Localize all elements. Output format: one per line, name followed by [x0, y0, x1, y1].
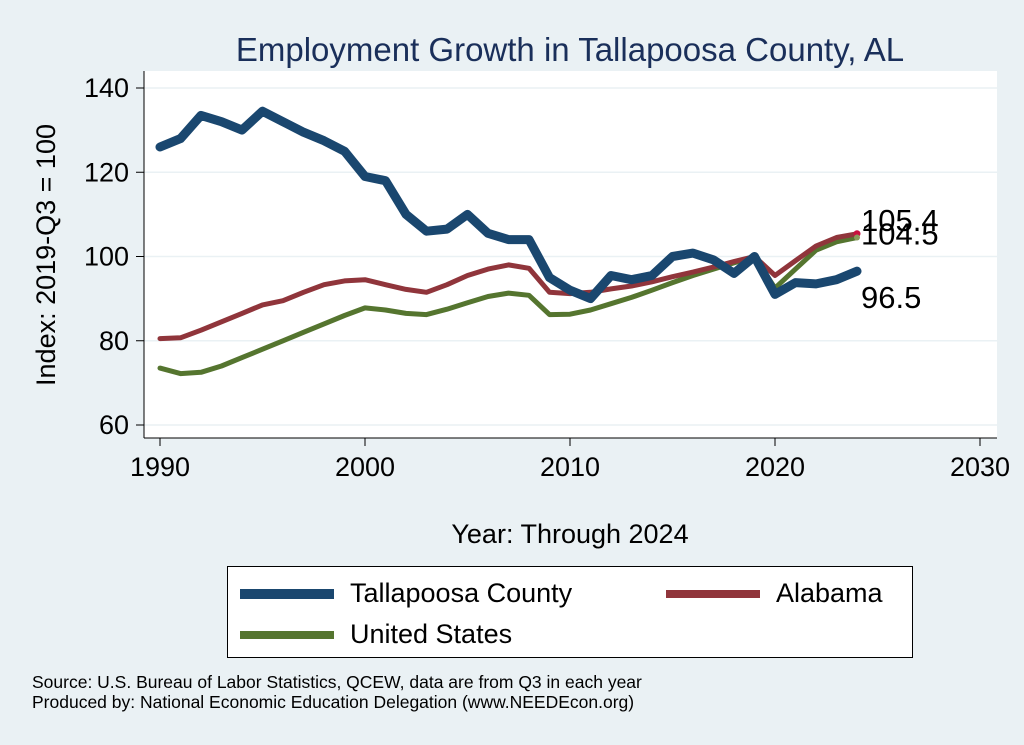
- end-label-alabama: 105.4: [861, 203, 939, 238]
- x-tick-label: 2030: [950, 452, 1010, 482]
- chart-title: Employment Growth in Tallapoosa County, …: [236, 31, 904, 68]
- legend-swatch-alabama: [666, 589, 760, 598]
- legend-swatch-united-states: [240, 630, 334, 639]
- y-tick-label: 100: [84, 242, 129, 272]
- x-tick-label: 2020: [745, 452, 805, 482]
- source-note: Source: U.S. Bureau of Labor Statistics,…: [32, 672, 642, 712]
- legend-item-tallapoosa: Tallapoosa County: [240, 578, 572, 609]
- y-tick-label: 80: [99, 326, 129, 356]
- legend-swatch-tallapoosa: [240, 588, 334, 599]
- legend-label-alabama: Alabama: [776, 578, 883, 608]
- end-marker-united-states: [854, 234, 860, 241]
- y-tick-label: 140: [84, 73, 129, 103]
- y-tick-label: 120: [84, 157, 129, 187]
- end-label-united-states: 104.5: [861, 217, 939, 252]
- legend-item-alabama: Alabama: [666, 578, 883, 609]
- producer-line: Produced by: National Economic Education…: [32, 692, 635, 712]
- series-line-alabama: [157, 231, 860, 342]
- source-line: Source: U.S. Bureau of Labor Statistics,…: [32, 672, 642, 692]
- legend-item-united-states: United States: [240, 619, 512, 650]
- legend: Tallapoosa County Alabama United States: [227, 566, 913, 658]
- y-axis-title: Index: 2019-Q3 = 100: [31, 124, 61, 386]
- end-label-tallapoosa-county: 96.5: [861, 280, 921, 315]
- legend-label-united-states: United States: [350, 619, 513, 649]
- series-line-tallapoosa-county: [155, 106, 862, 304]
- y-tick-label: 60: [99, 410, 129, 440]
- x-tick-label: 2010: [540, 452, 600, 482]
- plot-area: [144, 71, 997, 438]
- x-axis-title: Year: Through 2024: [451, 519, 688, 549]
- x-tick-label: 1990: [130, 452, 190, 482]
- x-tick-label: 2000: [335, 452, 395, 482]
- legend-label-tallapoosa: Tallapoosa County: [350, 578, 573, 608]
